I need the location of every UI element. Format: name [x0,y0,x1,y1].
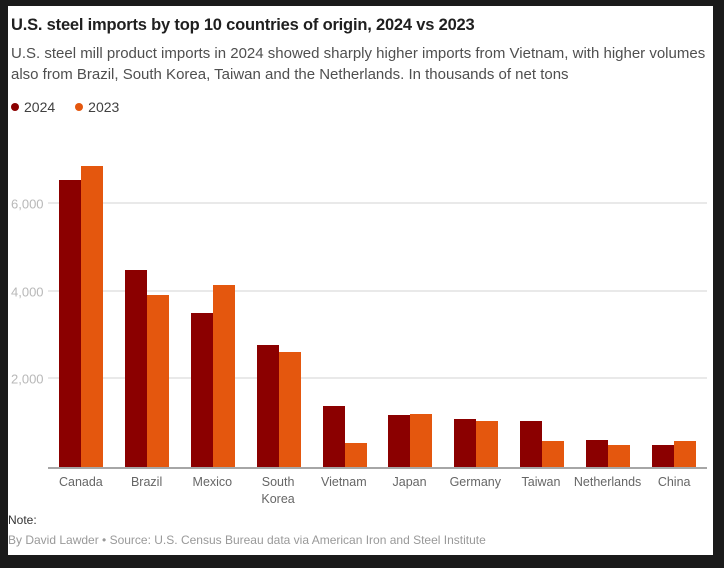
plot-area [48,128,707,467]
bar-mexico-2024 [190,313,213,467]
bar-vietnam-2023 [344,443,367,467]
x-label-japan: Japan [392,475,427,489]
page-title: U.S. steel imports by top 10 countries o… [11,16,475,34]
bar-group-netherlands [575,440,641,467]
bar-canada-2024 [58,180,81,467]
chart-footer: Note: By David Lawder • Source: U.S. Cen… [8,513,713,555]
bar-brazil-2023 [146,295,169,467]
x-axis-line [48,467,707,469]
legend-item-2023: 2023 [75,99,119,115]
byline-source: By David Lawder • Source: U.S. Census Bu… [8,533,486,547]
chart-card: U.S. steel imports by top 10 countries o… [8,6,713,555]
bar-group-japan [378,414,444,467]
x-label-south-korea: South Korea [261,475,295,506]
gridline-2000 [48,377,707,379]
bar-taiwan-2024 [520,421,543,467]
legend-dot-2024 [11,103,19,111]
bar-group-taiwan [509,421,575,467]
bar-mexico-2023 [212,285,235,467]
bar-south-korea-2024 [256,345,279,467]
x-label-vietnam: Vietnam [320,475,367,489]
x-label-canada: Canada [58,475,103,489]
bar-vietnam-2024 [322,406,345,467]
bar-group-brazil [114,270,180,467]
bar-group-south-korea [246,345,312,467]
note-label: Note: [8,513,37,527]
y-tick-label-2000: 2,000 [11,371,44,387]
legend-label-2024: 2024 [24,99,56,115]
bar-china-2024 [652,445,675,467]
bar-group-vietnam [312,406,378,467]
bar-germany-2024 [454,419,477,467]
bar-netherlands-2024 [586,440,609,467]
bar-group-mexico [180,285,246,467]
x-label-china: China [657,475,691,489]
chart-subtitle: U.S. steel mill product imports in 2024 … [11,45,706,83]
legend: 2024 2023 [11,99,707,115]
x-label-taiwan: Taiwan [521,475,561,489]
legend-dot-2023 [75,103,84,111]
bar-japan-2024 [388,415,411,467]
bar-group-china [641,441,707,467]
legend-item-2024: 2024 [11,99,55,115]
bar-netherlands-2023 [608,445,631,467]
y-tick-label-4000: 4,000 [11,284,44,300]
gridline-6000 [48,202,707,204]
bar-china-2023 [674,441,697,467]
bar-south-korea-2023 [278,352,301,467]
bar-taiwan-2023 [542,441,565,467]
bar-japan-2023 [410,414,433,467]
bar-group-germany [443,419,509,467]
y-tick-label-6000: 6,000 [11,196,44,212]
bar-brazil-2024 [124,270,147,467]
bar-canada-2023 [80,166,103,467]
bar-chart: 2,000 4,000 6,000 [11,128,707,469]
x-label-mexico: Mexico [192,475,233,489]
x-label-netherlands: Netherlands [573,475,642,489]
bar-germany-2023 [476,421,499,467]
gridline-4000 [48,290,707,292]
x-label-germany: Germany [449,475,501,489]
bar-group-canada [48,166,114,467]
x-label-brazil: Brazil [130,475,163,489]
x-axis-labels: Canada Brazil Mexico South Korea Vietnam Japa… [48,474,707,508]
legend-label-2023: 2023 [88,99,120,115]
